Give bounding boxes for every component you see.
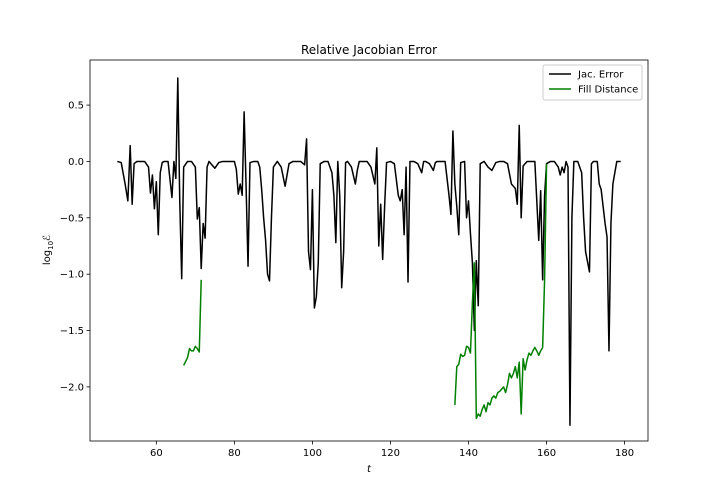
x-tick-label: 100 <box>303 448 322 459</box>
x-tick-label: 140 <box>459 448 478 459</box>
series-layer <box>117 77 621 426</box>
y-tick-label: 0.0 <box>68 157 84 168</box>
x-axis-label: t <box>367 464 372 475</box>
legend: Jac. Error Fill Distance <box>542 64 643 101</box>
legend-label-fill-distance: Fill Distance <box>578 85 638 96</box>
x-tick-label: 160 <box>537 448 556 459</box>
y-tick-label: −2.0 <box>60 382 84 393</box>
chart-title: Relative Jacobian Error <box>301 43 437 57</box>
legend-label-jac-error: Jac. Error <box>577 70 624 81</box>
y-tick-label: −1.5 <box>60 326 84 337</box>
axes-frame <box>89 59 649 442</box>
x-tick-label: 120 <box>381 448 400 459</box>
x-tick-label: 180 <box>615 448 634 459</box>
y-tick-label: −1.0 <box>60 270 84 281</box>
y-axis-label: log10ℰ <box>42 235 55 265</box>
x-axis-ticks: 60 80 100 120 140 160 180 <box>150 441 634 459</box>
series-line-jac-error <box>117 77 621 426</box>
y-axis-label-base: log <box>42 250 53 265</box>
y-axis-label-var: ℰ <box>42 235 53 241</box>
y-tick-label: 0.5 <box>68 101 84 112</box>
y-axis-label-sub: 10 <box>47 241 55 250</box>
series-line-fill-distance <box>182 279 202 366</box>
plot-area: 60 80 100 120 140 160 180 0.5 0.0 −0.5 −1.0 −1.5 −2… <box>60 59 649 459</box>
y-axis-ticks: 0.5 0.0 −0.5 −1.0 −1.5 −2.0 <box>60 101 90 393</box>
x-tick-label: 80 <box>228 448 241 459</box>
y-tick-label: −0.5 <box>60 213 84 224</box>
series-line-fill-distance-segment-2 <box>454 163 548 420</box>
x-tick-label: 60 <box>150 448 163 459</box>
